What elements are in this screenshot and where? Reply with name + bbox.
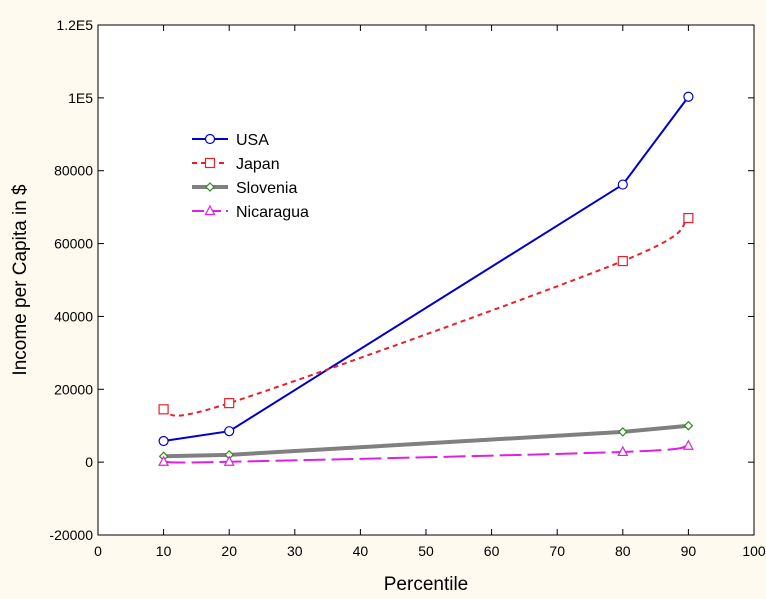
data-point-usa <box>224 426 235 437</box>
y-axis-title: Income per Capita in $ <box>10 184 31 376</box>
x-tick-label: 20 <box>221 543 237 559</box>
x-tick-label: 70 <box>549 543 565 559</box>
legend-item-usa: USA <box>192 132 269 149</box>
data-point-japan <box>683 212 694 224</box>
legend-label: USA <box>236 132 269 149</box>
series-line-nicaragua <box>163 444 689 464</box>
x-tick-label: 10 <box>156 543 172 559</box>
legend-item-slovenia: Slovenia <box>192 180 297 197</box>
legend-label: Slovenia <box>236 180 297 197</box>
legend-swatch-marker <box>204 204 216 216</box>
y-tick-label: 40000 <box>54 308 93 324</box>
data-point-nicaragua <box>223 455 235 466</box>
data-point-japan <box>617 255 628 267</box>
y-tick-label: 1E5 <box>68 90 93 106</box>
series-usa <box>158 91 694 447</box>
legend-swatch-marker <box>204 157 216 169</box>
data-point-nicaragua <box>682 439 694 450</box>
series-line-japan <box>163 217 690 417</box>
x-tick-label: 100 <box>742 543 766 559</box>
y-tick-label: -20000 <box>49 527 93 543</box>
data-point-slovenia <box>617 427 628 437</box>
x-tick-label: 60 <box>484 543 500 559</box>
data-point-nicaragua <box>158 455 170 466</box>
x-tick-label: 0 <box>94 543 102 559</box>
y-tick-label: 20000 <box>54 381 93 397</box>
y-tick-label: 1.2E5 <box>56 17 93 33</box>
x-tick-label: 90 <box>681 543 697 559</box>
legend-swatch-marker <box>204 133 216 145</box>
x-tick-label: 80 <box>615 543 631 559</box>
legend-swatch-marker <box>205 182 215 192</box>
y-tick-label: 80000 <box>54 163 93 179</box>
axis-ticks: 0 10 20 30 40 50 60 70 80 90 100-20000020000400006… <box>49 17 765 559</box>
y-tick-label: 0 <box>85 454 93 470</box>
x-tick-label: 50 <box>418 543 434 559</box>
series-line-usa <box>163 96 690 442</box>
series-slovenia <box>158 420 694 462</box>
data-point-usa <box>683 91 694 102</box>
data-point-slovenia <box>683 420 694 431</box>
legend-label: Nicaragua <box>236 204 309 221</box>
x-tick-label: 40 <box>353 543 369 559</box>
legend-item-japan: Japan <box>192 156 280 173</box>
plot-area <box>97 24 755 536</box>
x-axis-title: Percentile <box>384 574 469 595</box>
series-layer <box>158 91 694 466</box>
data-point-usa <box>158 435 169 447</box>
legend-item-nicaragua: Nicaragua <box>192 204 309 221</box>
data-point-usa <box>617 179 628 190</box>
series-nicaragua <box>158 439 694 466</box>
x-tick-label: 30 <box>287 543 303 559</box>
legend: USA Japan Slovenia Nicaragua <box>192 132 309 221</box>
data-point-japan <box>224 398 235 409</box>
y-tick-label: 60000 <box>54 236 93 252</box>
data-point-nicaragua <box>617 445 629 457</box>
series-japan <box>158 212 694 417</box>
series-line-slovenia <box>163 423 689 459</box>
legend-label: Japan <box>236 156 280 173</box>
data-point-japan <box>158 404 169 415</box>
